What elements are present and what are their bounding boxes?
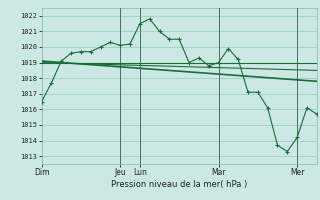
X-axis label: Pression niveau de la mer( hPa ): Pression niveau de la mer( hPa ) <box>111 180 247 189</box>
